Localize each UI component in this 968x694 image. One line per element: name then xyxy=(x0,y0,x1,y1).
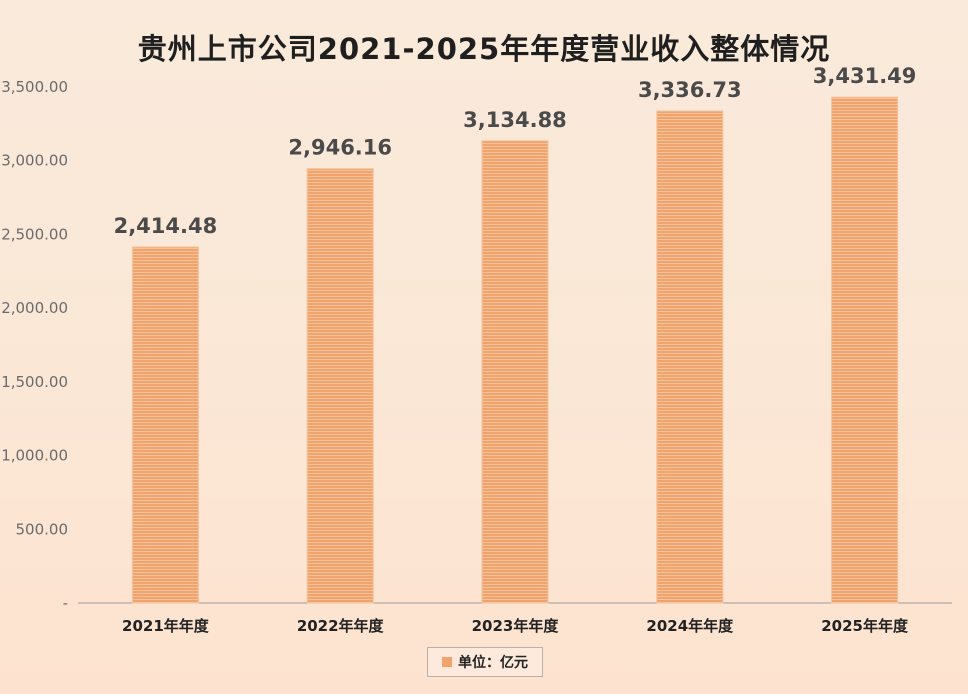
x-tick-label: 2021年年度 xyxy=(122,617,210,635)
data-label: 2,946.16 xyxy=(288,136,392,160)
y-tick-label: 3,500.00 xyxy=(1,78,68,96)
x-tick-label: 2022年年度 xyxy=(297,617,385,635)
y-tick-label: 3,000.00 xyxy=(1,152,68,170)
y-tick-label: 1,000.00 xyxy=(1,447,68,465)
data-label: 2,414.48 xyxy=(114,214,218,238)
legend-swatch xyxy=(442,657,452,667)
y-tick-label: 2,500.00 xyxy=(1,225,68,243)
legend: 单位：亿元 xyxy=(427,647,543,677)
chart-title: 贵州上市公司2021-2025年年度营业收入整体情况 xyxy=(137,32,831,66)
data-label: 3,134.88 xyxy=(463,108,567,132)
x-tick-label: 2023年年度 xyxy=(472,617,560,635)
bar xyxy=(481,140,549,604)
data-label: 3,336.73 xyxy=(638,78,742,102)
x-tick-label: 2024年年度 xyxy=(646,617,734,635)
x-tick-label: 2025年年度 xyxy=(821,617,909,635)
y-tick-label: - xyxy=(63,594,68,612)
legend-label: 单位：亿元 xyxy=(458,655,528,671)
bar xyxy=(131,246,199,604)
data-label: 3,431.49 xyxy=(813,64,917,88)
bar xyxy=(831,96,899,604)
bar xyxy=(656,110,724,604)
y-tick-label: 1,500.00 xyxy=(1,373,68,391)
y-tick-label: 2,000.00 xyxy=(1,299,68,317)
y-tick-label: 500.00 xyxy=(16,520,69,538)
bar xyxy=(306,168,374,604)
